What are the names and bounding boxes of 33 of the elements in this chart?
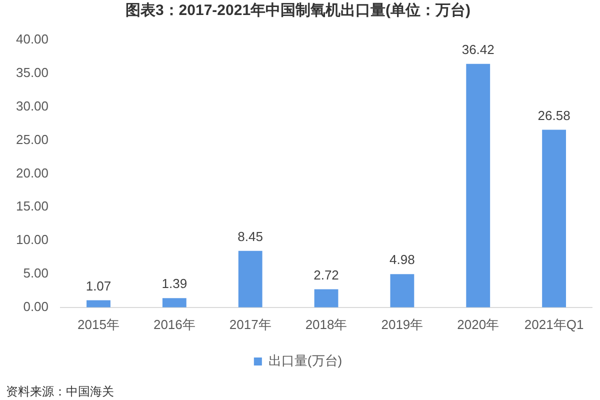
y-tick-label: 25.00	[16, 132, 49, 147]
bar	[466, 64, 490, 308]
x-tick-label: 2020年	[457, 316, 500, 332]
x-tick-label: 2017年	[229, 316, 272, 332]
bar	[238, 250, 262, 308]
data-label: 4.98	[390, 252, 415, 268]
bar	[542, 130, 566, 308]
data-label: 2.72	[314, 267, 339, 282]
x-tick-label: 2015年	[78, 316, 120, 332]
y-tick-label: 15.00	[16, 198, 49, 214]
bar	[390, 274, 414, 308]
chart-title: 图表3：2017-2021年中国制氧机出口量(单位：万台)	[125, 2, 471, 20]
data-label: 8.45	[238, 228, 263, 244]
y-tick-label: 20.00	[16, 165, 49, 180]
y-tick-label: 30.00	[16, 98, 49, 114]
data-label: 36.42	[462, 42, 494, 58]
x-tick-label: 2019年	[381, 316, 424, 332]
x-tick-label: 2021年Q1	[524, 316, 584, 332]
bar	[314, 289, 338, 308]
y-tick-label: 0.00	[23, 298, 49, 314]
y-tick-label: 40.00	[16, 32, 49, 47]
x-tick-label: 2018年	[305, 316, 348, 332]
data-label: 1.07	[86, 278, 112, 294]
y-tick-label: 35.00	[16, 65, 49, 80]
text: 资料来源：中国海关	[6, 384, 114, 398]
y-tick-label: 5.00	[23, 266, 49, 281]
bar	[86, 300, 110, 308]
x-tick-label: 2016年	[153, 316, 196, 332]
data-label: 1.39	[162, 276, 188, 292]
data-label: 26.58	[538, 108, 570, 123]
y-tick-label: 10.00	[16, 232, 49, 248]
legend-label: 出口量(万台)	[268, 353, 342, 368]
bar	[162, 298, 186, 308]
